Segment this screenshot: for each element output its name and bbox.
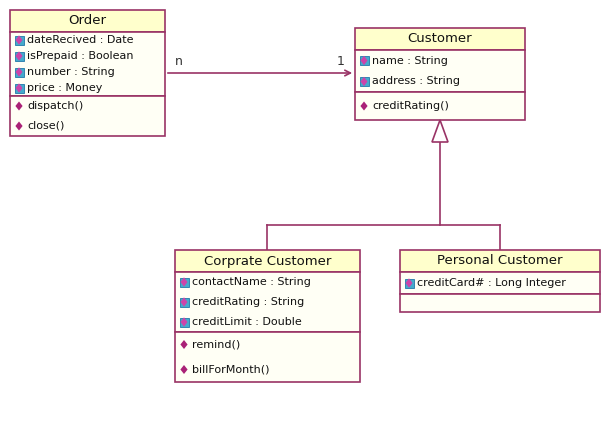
- Polygon shape: [15, 51, 23, 60]
- Polygon shape: [15, 121, 23, 130]
- Text: 1: 1: [337, 55, 345, 68]
- Bar: [10, 10, 165, 32]
- Bar: [15, 36, 23, 45]
- Text: creditRating : String: creditRating : String: [192, 297, 304, 307]
- Polygon shape: [15, 102, 23, 111]
- Text: n: n: [175, 55, 183, 68]
- Bar: [405, 278, 413, 287]
- Polygon shape: [180, 340, 188, 349]
- Polygon shape: [15, 35, 23, 45]
- Polygon shape: [432, 120, 448, 142]
- Bar: [179, 297, 188, 306]
- Polygon shape: [180, 297, 187, 307]
- Bar: [175, 332, 360, 382]
- Bar: [15, 51, 23, 60]
- Text: creditCard# : Long Integer: creditCard# : Long Integer: [417, 278, 566, 288]
- Text: name : String: name : String: [372, 55, 448, 66]
- Text: creditLimit : Double: creditLimit : Double: [192, 317, 302, 327]
- Text: contactName : String: contactName : String: [192, 277, 311, 287]
- Text: creditRating(): creditRating(): [372, 101, 449, 111]
- Text: number : String: number : String: [27, 67, 115, 77]
- Text: Corprate Customer: Corprate Customer: [204, 254, 331, 268]
- Polygon shape: [360, 102, 368, 111]
- Polygon shape: [180, 277, 187, 287]
- Text: price : Money: price : Money: [27, 83, 102, 93]
- Polygon shape: [180, 365, 188, 374]
- Text: dispatch(): dispatch(): [27, 101, 83, 111]
- Bar: [10, 32, 165, 96]
- Bar: [179, 278, 188, 287]
- Polygon shape: [15, 83, 23, 93]
- Polygon shape: [360, 77, 368, 86]
- Bar: [10, 96, 165, 136]
- Polygon shape: [180, 317, 187, 326]
- Bar: [15, 84, 23, 93]
- Bar: [355, 92, 525, 120]
- Text: close(): close(): [27, 121, 65, 131]
- Text: dateRecived : Date: dateRecived : Date: [27, 35, 134, 45]
- Bar: [355, 28, 525, 50]
- Bar: [360, 56, 368, 65]
- Bar: [400, 294, 600, 312]
- Text: remind(): remind(): [192, 339, 240, 350]
- Bar: [400, 272, 600, 294]
- Bar: [400, 250, 600, 272]
- Bar: [355, 50, 525, 92]
- Bar: [175, 272, 360, 332]
- Bar: [15, 67, 23, 76]
- Text: billForMonth(): billForMonth(): [192, 365, 270, 375]
- Polygon shape: [15, 67, 23, 77]
- Bar: [179, 317, 188, 326]
- Text: Customer: Customer: [408, 33, 472, 45]
- Text: address : String: address : String: [372, 76, 460, 87]
- Polygon shape: [360, 56, 368, 65]
- Text: isPrepaid : Boolean: isPrepaid : Boolean: [27, 51, 134, 61]
- Text: Order: Order: [68, 15, 107, 27]
- Bar: [360, 77, 368, 86]
- Bar: [175, 250, 360, 272]
- Polygon shape: [405, 278, 413, 288]
- Text: Personal Customer: Personal Customer: [437, 254, 563, 268]
